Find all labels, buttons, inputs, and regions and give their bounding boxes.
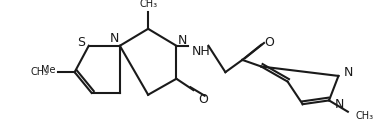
Text: CH₃: CH₃: [356, 110, 374, 121]
Text: N: N: [177, 34, 187, 47]
Text: Me: Me: [41, 65, 56, 75]
Text: CH₃: CH₃: [30, 67, 48, 77]
Text: N: N: [344, 66, 354, 79]
Text: O: O: [264, 36, 274, 49]
Text: CH₃: CH₃: [139, 0, 157, 9]
Text: N: N: [109, 32, 119, 45]
Text: O: O: [198, 93, 208, 106]
Text: NH: NH: [192, 45, 210, 58]
Text: S: S: [77, 36, 85, 48]
Text: N: N: [335, 98, 344, 111]
